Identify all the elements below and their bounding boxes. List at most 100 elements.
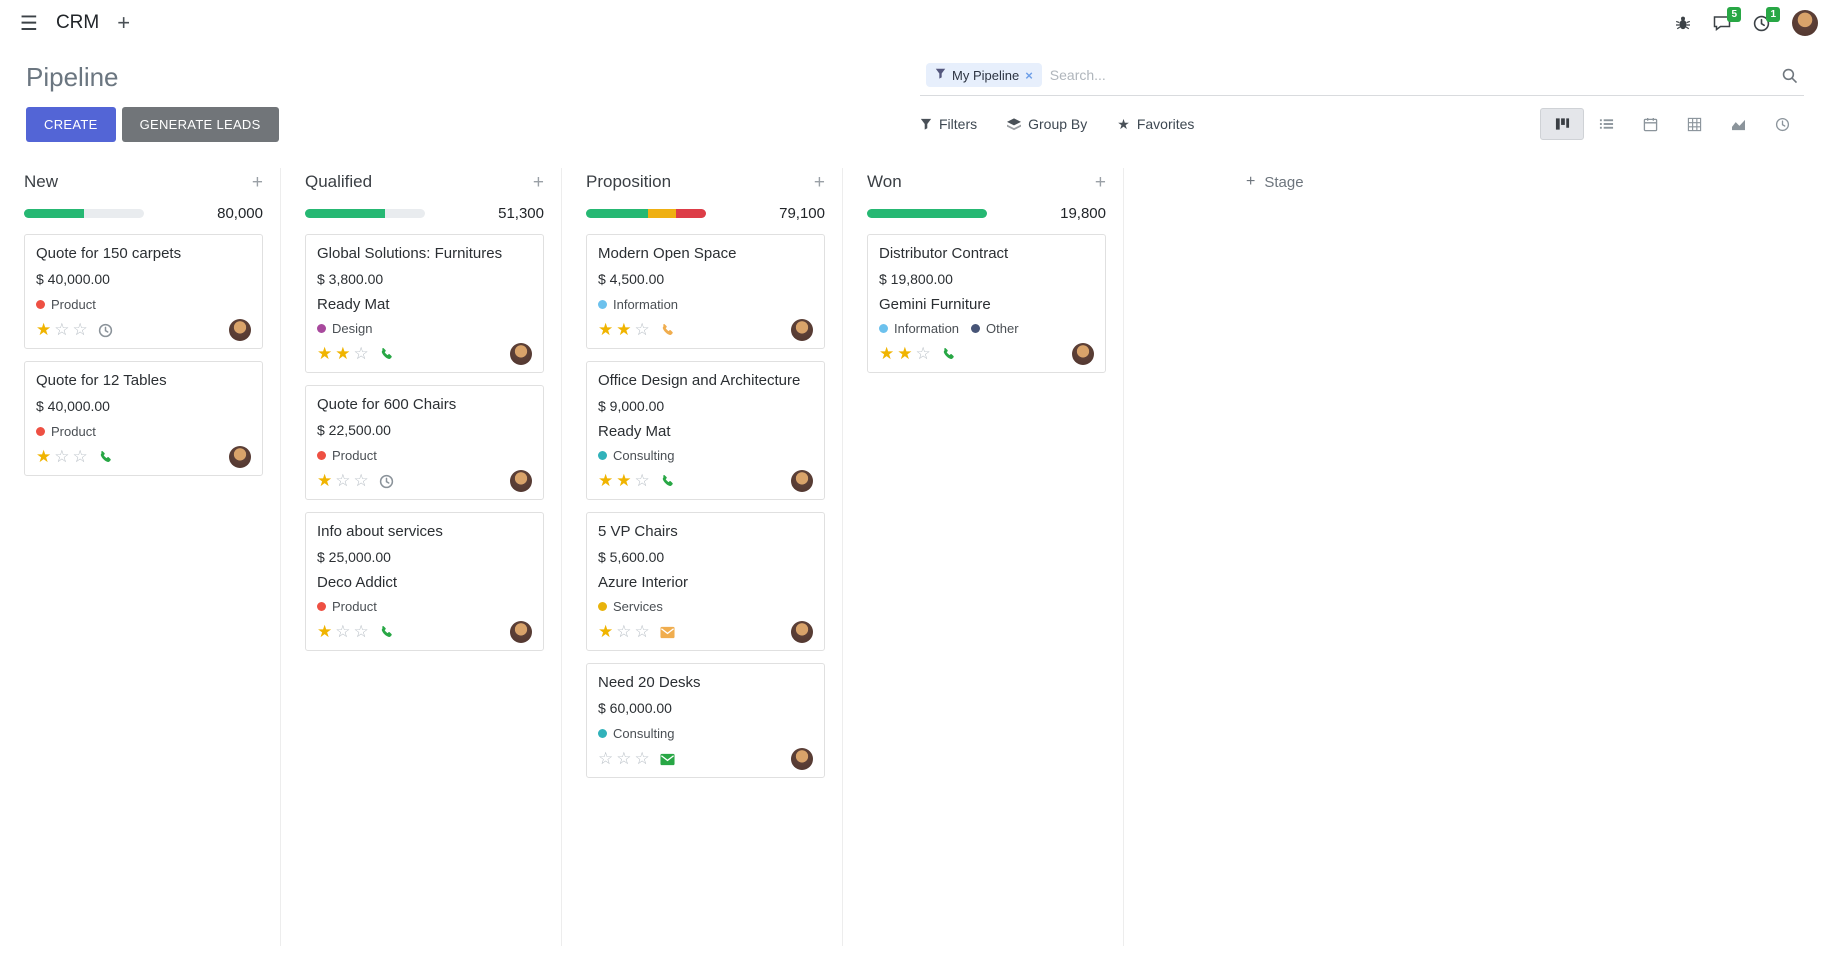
create-button[interactable]: CREATE <box>26 107 116 142</box>
phone-icon[interactable] <box>660 474 675 489</box>
group-by-button[interactable]: Group By <box>1007 116 1087 132</box>
filters-button[interactable]: Filters <box>920 116 977 132</box>
star-empty-icon[interactable]: ☆ <box>634 748 650 768</box>
add-card-button[interactable]: + <box>532 171 544 193</box>
stage-progressbar[interactable] <box>24 209 144 218</box>
star-empty-icon[interactable]: ☆ <box>353 343 369 363</box>
star-empty-icon[interactable]: ☆ <box>353 621 369 641</box>
star-empty-icon[interactable]: ☆ <box>72 319 88 339</box>
star-filled-icon[interactable]: ★ <box>317 343 333 363</box>
danger-progress-segment[interactable] <box>675 209 706 218</box>
navbar-plus-icon[interactable]: + <box>117 10 131 35</box>
salesperson-avatar[interactable] <box>791 748 813 770</box>
star-filled-icon[interactable]: ★ <box>317 470 333 490</box>
kanban-card[interactable]: Quote for 150 carpets $ 40,000.00 Product ★… <box>24 234 263 349</box>
star-empty-icon[interactable]: ☆ <box>598 748 614 768</box>
messages-icon[interactable]: 5 <box>1713 7 1741 31</box>
star-empty-icon[interactable]: ☆ <box>616 748 632 768</box>
star-empty-icon[interactable]: ☆ <box>634 621 650 641</box>
kanban-card[interactable]: Info about services $ 25,000.00 Deco Addic… <box>305 512 544 651</box>
star-empty-icon[interactable]: ☆ <box>616 621 632 641</box>
app-name[interactable]: CRM <box>55 12 100 33</box>
star-filled-icon[interactable]: ★ <box>36 319 52 339</box>
star-empty-icon[interactable]: ☆ <box>54 319 70 339</box>
salesperson-avatar[interactable] <box>229 319 251 341</box>
phone-icon[interactable] <box>379 347 394 362</box>
stage-name[interactable]: Qualified <box>305 172 373 191</box>
user-avatar[interactable] <box>1792 10 1818 36</box>
view-graph-button[interactable] <box>1716 108 1760 140</box>
search-icon[interactable] <box>1781 67 1798 84</box>
star-empty-icon[interactable]: ☆ <box>634 319 650 339</box>
add-card-button[interactable]: + <box>813 171 825 193</box>
facet-remove-icon[interactable]: × <box>1025 67 1033 83</box>
star-empty-icon[interactable]: ☆ <box>72 446 88 466</box>
add-card-button[interactable]: + <box>251 171 263 193</box>
star-empty-icon[interactable]: ☆ <box>54 446 70 466</box>
kanban-card[interactable]: Quote for 600 Chairs $ 22,500.00 Product ★ ☆… <box>305 385 544 500</box>
star-filled-icon[interactable]: ★ <box>598 621 614 641</box>
salesperson-avatar[interactable] <box>791 621 813 643</box>
stage-progressbar[interactable] <box>867 209 987 218</box>
kanban-card[interactable]: Distributor Contract $ 19,800.00 Gemini Fu… <box>867 234 1106 373</box>
view-calendar-button[interactable] <box>1628 108 1672 140</box>
mail-icon[interactable] <box>660 626 675 639</box>
add-stage-button[interactable]: + Stage <box>1124 168 1304 196</box>
phone-icon[interactable] <box>98 450 113 465</box>
view-list-button[interactable] <box>1584 108 1628 140</box>
star-filled-icon[interactable]: ★ <box>879 343 895 363</box>
star-empty-icon[interactable]: ☆ <box>634 470 650 490</box>
success-progress-segment[interactable] <box>867 209 987 218</box>
hamburger-menu-icon[interactable]: ☰ <box>20 12 38 35</box>
star-filled-icon[interactable]: ★ <box>897 343 913 363</box>
warning-progress-segment[interactable] <box>648 209 676 218</box>
kanban-card[interactable]: Modern Open Space $ 4,500.00 Information ★ ★… <box>586 234 825 349</box>
salesperson-avatar[interactable] <box>229 446 251 468</box>
mail-icon[interactable] <box>660 753 675 766</box>
star-filled-icon[interactable]: ★ <box>616 319 632 339</box>
view-activity-button[interactable] <box>1760 108 1804 140</box>
clock-icon[interactable] <box>98 323 113 338</box>
kanban-card[interactable]: Need 20 Desks $ 60,000.00 Consulting ☆ ☆ ☆ <box>586 663 825 778</box>
kanban-card[interactable]: 5 VP Chairs $ 5,600.00 Azure Interior Servi… <box>586 512 825 651</box>
kanban-card[interactable]: Global Solutions: Furnitures $ 3,800.00 Re… <box>305 234 544 373</box>
stage-progressbar[interactable] <box>586 209 706 218</box>
star-empty-icon[interactable]: ☆ <box>353 470 369 490</box>
star-filled-icon[interactable]: ★ <box>616 470 632 490</box>
kanban-card[interactable]: Quote for 12 Tables $ 40,000.00 Product ★ ☆ ☆ <box>24 361 263 476</box>
generate-leads-button[interactable]: GENERATE LEADS <box>121 107 279 142</box>
star-filled-icon[interactable]: ★ <box>598 319 614 339</box>
phone-icon[interactable] <box>941 347 956 362</box>
favorites-button[interactable]: ★ Favorites <box>1117 116 1194 133</box>
success-progress-segment[interactable] <box>305 209 386 218</box>
star-filled-icon[interactable]: ★ <box>335 343 351 363</box>
star-empty-icon[interactable]: ☆ <box>335 621 351 641</box>
add-card-button[interactable]: + <box>1094 171 1106 193</box>
stage-name[interactable]: Won <box>867 172 902 191</box>
phone-icon[interactable] <box>379 625 394 640</box>
salesperson-avatar[interactable] <box>791 319 813 341</box>
search-facet[interactable]: My Pipeline × <box>926 63 1042 87</box>
success-progress-segment[interactable] <box>586 209 649 218</box>
activities-icon[interactable]: 1 <box>1753 6 1780 32</box>
salesperson-avatar[interactable] <box>510 343 532 365</box>
view-pivot-button[interactable] <box>1672 108 1716 140</box>
kanban-card[interactable]: Office Design and Architecture $ 9,000.00… <box>586 361 825 500</box>
stage-progressbar[interactable] <box>305 209 425 218</box>
salesperson-avatar[interactable] <box>791 470 813 492</box>
debug-icon[interactable] <box>1675 15 1691 31</box>
star-filled-icon[interactable]: ★ <box>598 470 614 490</box>
search-input[interactable] <box>1049 67 1773 83</box>
clock-icon[interactable] <box>379 474 394 489</box>
salesperson-avatar[interactable] <box>1072 343 1094 365</box>
star-filled-icon[interactable]: ★ <box>317 621 333 641</box>
salesperson-avatar[interactable] <box>510 621 532 643</box>
phone-icon[interactable] <box>660 323 675 338</box>
star-empty-icon[interactable]: ☆ <box>915 343 931 363</box>
success-progress-segment[interactable] <box>24 209 84 218</box>
stage-name[interactable]: Proposition <box>586 172 672 191</box>
star-empty-icon[interactable]: ☆ <box>335 470 351 490</box>
stage-name[interactable]: New <box>24 172 59 191</box>
view-kanban-button[interactable] <box>1540 108 1584 140</box>
salesperson-avatar[interactable] <box>510 470 532 492</box>
